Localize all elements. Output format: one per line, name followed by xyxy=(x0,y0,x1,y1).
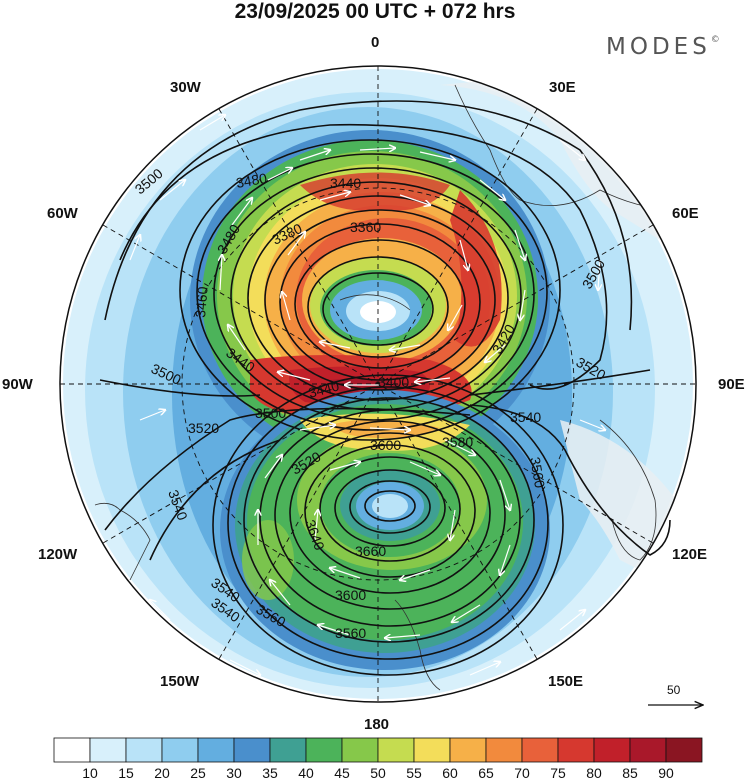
colorbar-segment xyxy=(341,737,379,763)
contour-label: 3560 xyxy=(527,456,548,490)
lon-label-150e: 150E xyxy=(548,673,584,690)
modes-logo: MODES© xyxy=(606,34,720,60)
colorbar-tick-label: 90 xyxy=(658,765,674,781)
lon-label-30w: 30W xyxy=(170,79,201,96)
lon-label-150w: 150W xyxy=(160,673,200,690)
colorbar-segment xyxy=(233,737,271,763)
colorbar-tick-label: 70 xyxy=(514,765,530,781)
contour-label: 3460 xyxy=(192,286,211,319)
contour-label: 3520 xyxy=(188,420,219,436)
colorbar-segment xyxy=(125,737,163,763)
colorbar-tick-label: 55 xyxy=(406,765,422,781)
colorbar-tick-label: 85 xyxy=(622,765,638,781)
contour-label: 3560 xyxy=(335,625,366,641)
colorbar-tick-label: 45 xyxy=(334,765,350,781)
contour-label: 3440 xyxy=(307,377,341,401)
lon-label-0: 0 xyxy=(371,34,380,51)
colorbar-segment xyxy=(53,737,91,763)
map-title: 23/09/2025 00 UTC + 072 hrs xyxy=(234,0,516,23)
colorbar-tick-label: 80 xyxy=(586,765,602,781)
contour-label: 3540 xyxy=(510,409,541,425)
lon-label-60w: 60W xyxy=(47,205,78,222)
wind-vectors xyxy=(129,115,605,675)
colorbar-segment xyxy=(377,737,415,763)
contour-label: 3660 xyxy=(355,543,386,559)
colorbar-tick-label: 60 xyxy=(442,765,458,781)
graticule xyxy=(60,66,696,702)
lon-label-90w: 90W xyxy=(2,376,33,393)
colorbar-segment xyxy=(665,737,703,763)
colorbar-tick-label: 40 xyxy=(298,765,314,781)
colorbar-segment xyxy=(413,737,451,763)
colorbar-tick-label: 15 xyxy=(118,765,134,781)
colorbar-tick-label: 20 xyxy=(154,765,170,781)
contour-label: 3500 xyxy=(255,405,286,421)
colorbar-segment xyxy=(89,737,127,763)
colorbar-segment xyxy=(449,737,487,763)
contour-label: 3360 xyxy=(350,219,381,235)
colorbar-segment xyxy=(593,737,631,763)
contour-label: 3400 xyxy=(378,374,409,390)
lon-label-60e: 60E xyxy=(672,205,699,222)
brand-name: MODES xyxy=(606,34,711,60)
colorbar-segment xyxy=(557,737,595,763)
lon-label-30e: 30E xyxy=(549,79,576,96)
colorbar-tick-label: 25 xyxy=(190,765,206,781)
colorbar-segment xyxy=(197,737,235,763)
colorbar-tick-label: 10 xyxy=(82,765,98,781)
colorbar xyxy=(53,737,703,763)
colorbar-tick-label: 30 xyxy=(226,765,242,781)
height-contours xyxy=(99,100,671,676)
lon-label-180: 180 xyxy=(364,716,390,733)
reference-vector-label: 50 xyxy=(667,683,681,697)
lon-label-120e: 120E xyxy=(672,546,708,563)
colorbar-segment xyxy=(485,737,523,763)
map-border xyxy=(59,65,697,703)
lon-label-120w: 120W xyxy=(38,546,78,563)
colorbar-tick-label: 65 xyxy=(478,765,494,781)
colorbar-segment xyxy=(161,737,199,763)
contour-label: 3580 xyxy=(442,434,473,450)
contour-label: 3600 xyxy=(370,437,401,453)
lon-label-90e: 90E xyxy=(718,376,745,393)
coastlines xyxy=(94,84,657,691)
colorbar-segment xyxy=(521,737,559,763)
contour-label: 3480 xyxy=(235,170,269,191)
colorbar-segment xyxy=(269,737,307,763)
colorbar-tick-label: 75 xyxy=(550,765,566,781)
colorbar-segment xyxy=(629,737,667,763)
colorbar-tick-label: 35 xyxy=(262,765,278,781)
contour-label: 3440 xyxy=(330,175,361,191)
contour-label: 3600 xyxy=(335,587,366,603)
brand-mark: © xyxy=(710,35,720,45)
colorbar-segment xyxy=(305,737,343,763)
colorbar-tick-label: 50 xyxy=(370,765,386,781)
